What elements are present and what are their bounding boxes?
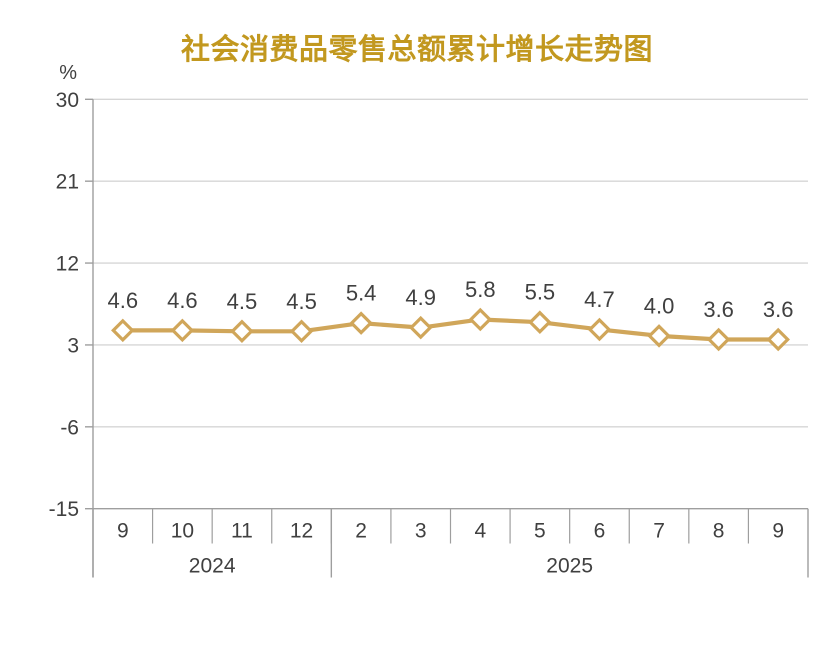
y-axis-label: 30	[56, 89, 79, 112]
data-point-marker	[528, 310, 552, 334]
data-label: 4.6	[107, 288, 138, 313]
month-label: 4	[474, 520, 486, 543]
data-point-marker	[111, 318, 135, 343]
y-axis-label: 12	[56, 253, 79, 276]
data-label: 4.5	[227, 289, 258, 314]
data-label: 5.8	[465, 277, 496, 302]
data-label: 5.5	[525, 280, 556, 305]
y-axis-label: -15	[49, 498, 79, 521]
data-point-marker	[766, 327, 790, 352]
month-label: 9	[772, 520, 784, 543]
data-point-marker	[647, 324, 671, 348]
data-point-marker	[349, 311, 373, 335]
data-point-marker	[170, 318, 195, 343]
data-point-marker	[587, 317, 612, 342]
month-label: 9	[117, 520, 129, 543]
data-point-marker	[468, 307, 493, 332]
month-label: 10	[171, 520, 194, 543]
data-point-marker	[230, 319, 254, 344]
data-label: 4.6	[167, 288, 198, 313]
data-label: 3.6	[703, 297, 734, 322]
y-axis-label: 3	[67, 334, 79, 357]
data-label: 3.6	[763, 297, 794, 322]
y-axis-label: -6	[60, 416, 79, 439]
data-label: 4.7	[584, 287, 615, 312]
data-point-marker	[289, 319, 314, 344]
year-label: 2025	[546, 555, 593, 578]
month-label: 5	[534, 520, 546, 543]
data-label: 4.9	[405, 285, 436, 310]
y-axis-label: 21	[56, 171, 79, 194]
data-point-marker	[408, 315, 433, 340]
series-line	[120, 317, 781, 342]
data-point-marker	[706, 327, 731, 352]
data-label: 5.4	[346, 281, 377, 306]
month-label: 8	[713, 520, 725, 543]
month-label: 12	[290, 520, 313, 543]
month-label: 11	[231, 520, 253, 543]
month-label: 6	[594, 520, 606, 543]
data-label: 4.0	[644, 293, 675, 318]
month-label: 2	[355, 520, 367, 543]
y-axis-unit-label: %	[59, 62, 77, 84]
month-label: 7	[653, 520, 665, 543]
chart-title: 社会消费品零售总额累计增长走势图	[180, 34, 653, 66]
data-label: 4.5	[286, 289, 317, 314]
year-label: 2024	[189, 555, 236, 578]
month-label: 3	[415, 520, 427, 543]
